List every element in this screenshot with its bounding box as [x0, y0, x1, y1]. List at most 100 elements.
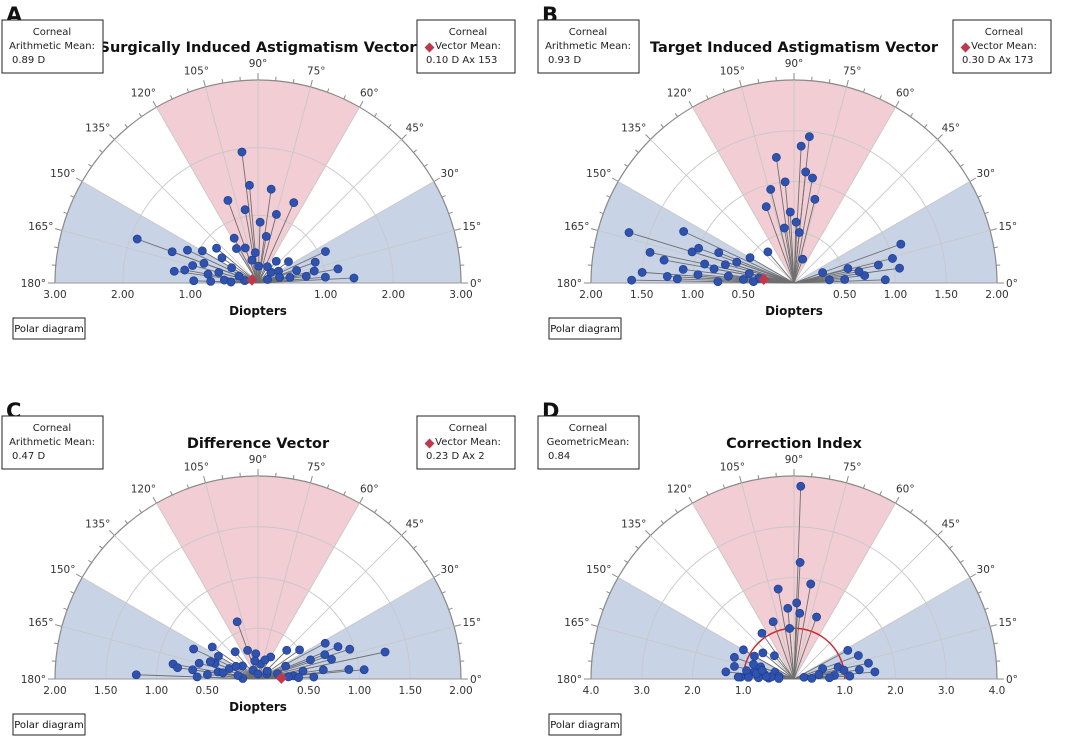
angle-tick [660, 124, 664, 128]
data-spoke [663, 259, 795, 284]
data-point [309, 266, 319, 276]
angle-label: 45° [406, 122, 425, 134]
angle-tick [221, 79, 224, 84]
angle-tick [706, 491, 709, 496]
stats-box-line: Vector Mean: [971, 41, 1037, 52]
horizontal-sector-right [258, 577, 461, 679]
angle-tick [739, 80, 742, 88]
angle-tick [374, 509, 378, 513]
angle-label: 120° [131, 87, 156, 99]
angle-tick [590, 246, 595, 249]
panel-b: B0°15°30°45°60°75°90°105°120°135°150°165… [537, 3, 1052, 340]
data-point [262, 666, 272, 676]
data-points [132, 147, 359, 287]
data-point [199, 258, 209, 268]
radius-tick-label: 1.00 [145, 685, 168, 697]
angle-label: 135° [85, 122, 110, 134]
data-point [791, 217, 801, 227]
angle-label: 120° [131, 483, 156, 495]
data-point [808, 173, 817, 183]
angle-label: 105° [720, 461, 745, 473]
angle-tick [645, 530, 651, 536]
data-point [721, 667, 731, 677]
data-point [774, 674, 784, 683]
angle-tick [75, 573, 83, 578]
data-point [232, 244, 241, 253]
angle-tick [388, 124, 392, 128]
data-point [298, 666, 308, 676]
data-point [700, 259, 710, 269]
data-point [853, 651, 863, 660]
angle-label: 165° [564, 221, 589, 233]
radius-tick-label: 1.0 [735, 685, 752, 697]
angle-tick [138, 509, 142, 513]
angle-tick [993, 246, 998, 249]
polar-diagram-button[interactable]: Polar diagram [12, 713, 86, 736]
axis-title: Diopters [765, 304, 823, 318]
angle-tick [879, 491, 882, 496]
polar-diagram-button-frame[interactable] [12, 713, 86, 736]
radius-tick-label: 1.00 [884, 289, 907, 301]
data-point [824, 275, 834, 285]
stats-box-line: Vector Mean: [435, 437, 501, 448]
data-point [349, 273, 359, 283]
angle-label: 150° [586, 168, 611, 180]
data-point [770, 651, 779, 661]
angle-label: 15° [463, 221, 482, 233]
stats-box-line: 0.23 D Ax 2 [426, 451, 485, 462]
data-point [637, 267, 647, 277]
left-stats-box: Corneal Arithmetic Mean: 0.89 D [1, 19, 104, 74]
data-point [662, 271, 672, 281]
angle-tick [949, 149, 953, 153]
angle-tick [152, 496, 157, 504]
angle-label: 15° [999, 221, 1018, 233]
data-spoke [257, 214, 277, 284]
radius-tick-label: 1.50 [94, 685, 117, 697]
data-spoke [793, 583, 812, 680]
vector-mean-marker [275, 672, 287, 684]
angle-tick [599, 211, 604, 215]
data-point [779, 223, 789, 233]
horizontal-sector-left [55, 577, 258, 679]
stats-box-line: 0.84 [548, 451, 570, 462]
radial-gridline [114, 139, 259, 284]
angle-tick [862, 484, 866, 489]
data-point [783, 603, 793, 613]
data-spoke [718, 252, 795, 284]
data-point [229, 233, 239, 243]
data-point [380, 647, 390, 657]
polar-diagram-button[interactable]: Polar diagram [548, 317, 622, 340]
data-point [333, 264, 343, 274]
polar-diagram-button-frame[interactable] [548, 317, 622, 340]
data-point [254, 261, 263, 271]
angle-label: 75° [843, 461, 862, 473]
angle-label: 180° [21, 674, 46, 686]
chart-title: Surgically Induced Astigmatism Vector [100, 40, 418, 56]
data-point [131, 670, 141, 680]
angle-tick [924, 520, 928, 524]
data-point [749, 277, 758, 286]
angle-tick [924, 124, 928, 128]
polar-diagram-button-frame[interactable] [12, 317, 86, 340]
polar-diagram-button[interactable]: Polar diagram [12, 317, 86, 340]
angle-label: 165° [28, 617, 53, 629]
data-point [295, 645, 304, 655]
data-point [801, 167, 811, 177]
radial-gridline [156, 502, 259, 680]
polar-diagram-button[interactable]: Polar diagram [548, 713, 622, 736]
polar-diagram-button-frame[interactable] [548, 713, 622, 736]
data-point [804, 132, 814, 142]
angle-tick [124, 520, 128, 524]
stats-box-line: Arithmetic Mean: [9, 41, 95, 52]
data-point [321, 272, 330, 282]
data-point [169, 266, 179, 276]
data-point [247, 255, 257, 265]
data-point [292, 266, 302, 275]
data-point [771, 152, 781, 162]
data-spoke [793, 279, 886, 284]
data-point [839, 665, 849, 675]
angle-tick [343, 491, 346, 496]
data-point [245, 180, 254, 190]
data-point [870, 667, 880, 677]
data-point [744, 269, 754, 278]
